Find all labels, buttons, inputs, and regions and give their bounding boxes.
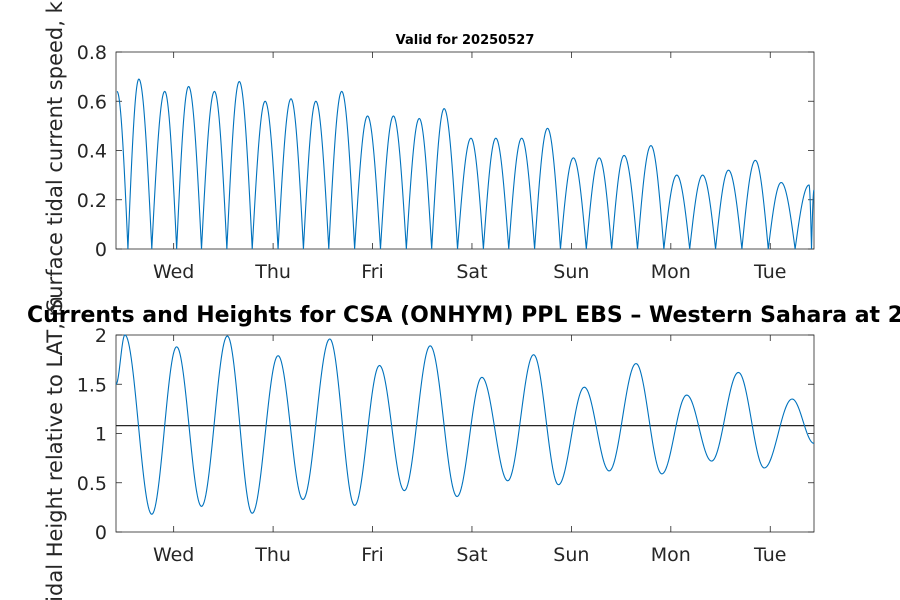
y-tick-label: 0.6 <box>77 91 107 113</box>
tidal-height-panel: 0 0.5 1 1.5 2 Wed Thu Fri Sat Sun Mon Tue Tidal Hei… <box>27 296 900 600</box>
x-tick-label: Sat <box>456 544 487 566</box>
y-tick-label: 0 <box>95 522 107 544</box>
x-tick-label: Mon <box>651 544 691 566</box>
x-tick-label: Tue <box>753 544 786 566</box>
subtitle: Valid for 20250527 <box>396 33 535 48</box>
x-tick-label: Wed <box>153 261 194 283</box>
y-tick-label: 0.2 <box>77 190 107 212</box>
current-speed-plot: 0 0.2 0.4 0.6 0.8 Wed Thu Fri Sat Sun Mon Tue <box>77 42 815 283</box>
y-tick-label: 0.8 <box>77 42 107 64</box>
x-tick-label: Mon <box>651 261 691 283</box>
figure-title: Currents and Heights for CSA (ONHYM) PPL… <box>27 303 900 328</box>
y-tick-label: 0.5 <box>77 473 107 495</box>
plot-area <box>115 51 815 250</box>
tidal-height-series-line <box>115 334 815 515</box>
tidal-height-plot: 0 0.5 1 1.5 2 Wed Thu Fri Sat Sun Mon Tue <box>77 325 815 566</box>
current-speed-series-line <box>116 78 815 250</box>
x-tick-label: Wed <box>153 544 194 566</box>
tidal-height-ylabel: Tidal Height relative to LAT, m <box>43 296 67 600</box>
x-tick-label: Fri <box>361 544 384 566</box>
current-speed-ylabel: Surface tidal current speed, kn <box>43 0 67 312</box>
x-tick-label: Tue <box>753 261 786 283</box>
y-tick-label: 1.5 <box>77 374 107 396</box>
x-tick-label: Sun <box>553 544 589 566</box>
x-tick-label: Thu <box>254 544 291 566</box>
y-tick-label: 0 <box>95 239 107 261</box>
x-tick-label: Sun <box>553 261 589 283</box>
y-tick-label: 1 <box>95 424 107 446</box>
plot-area <box>115 334 815 533</box>
current-speed-panel: Valid for 20250527 0 0.2 0.4 0.6 0.8 Wed Thu Fr… <box>43 0 815 312</box>
y-tick-label: 2 <box>95 325 107 347</box>
x-tick-label: Fri <box>361 261 384 283</box>
x-tick-label: Thu <box>254 261 291 283</box>
y-tick-label: 0.4 <box>77 141 107 163</box>
x-tick-label: Sat <box>456 261 487 283</box>
